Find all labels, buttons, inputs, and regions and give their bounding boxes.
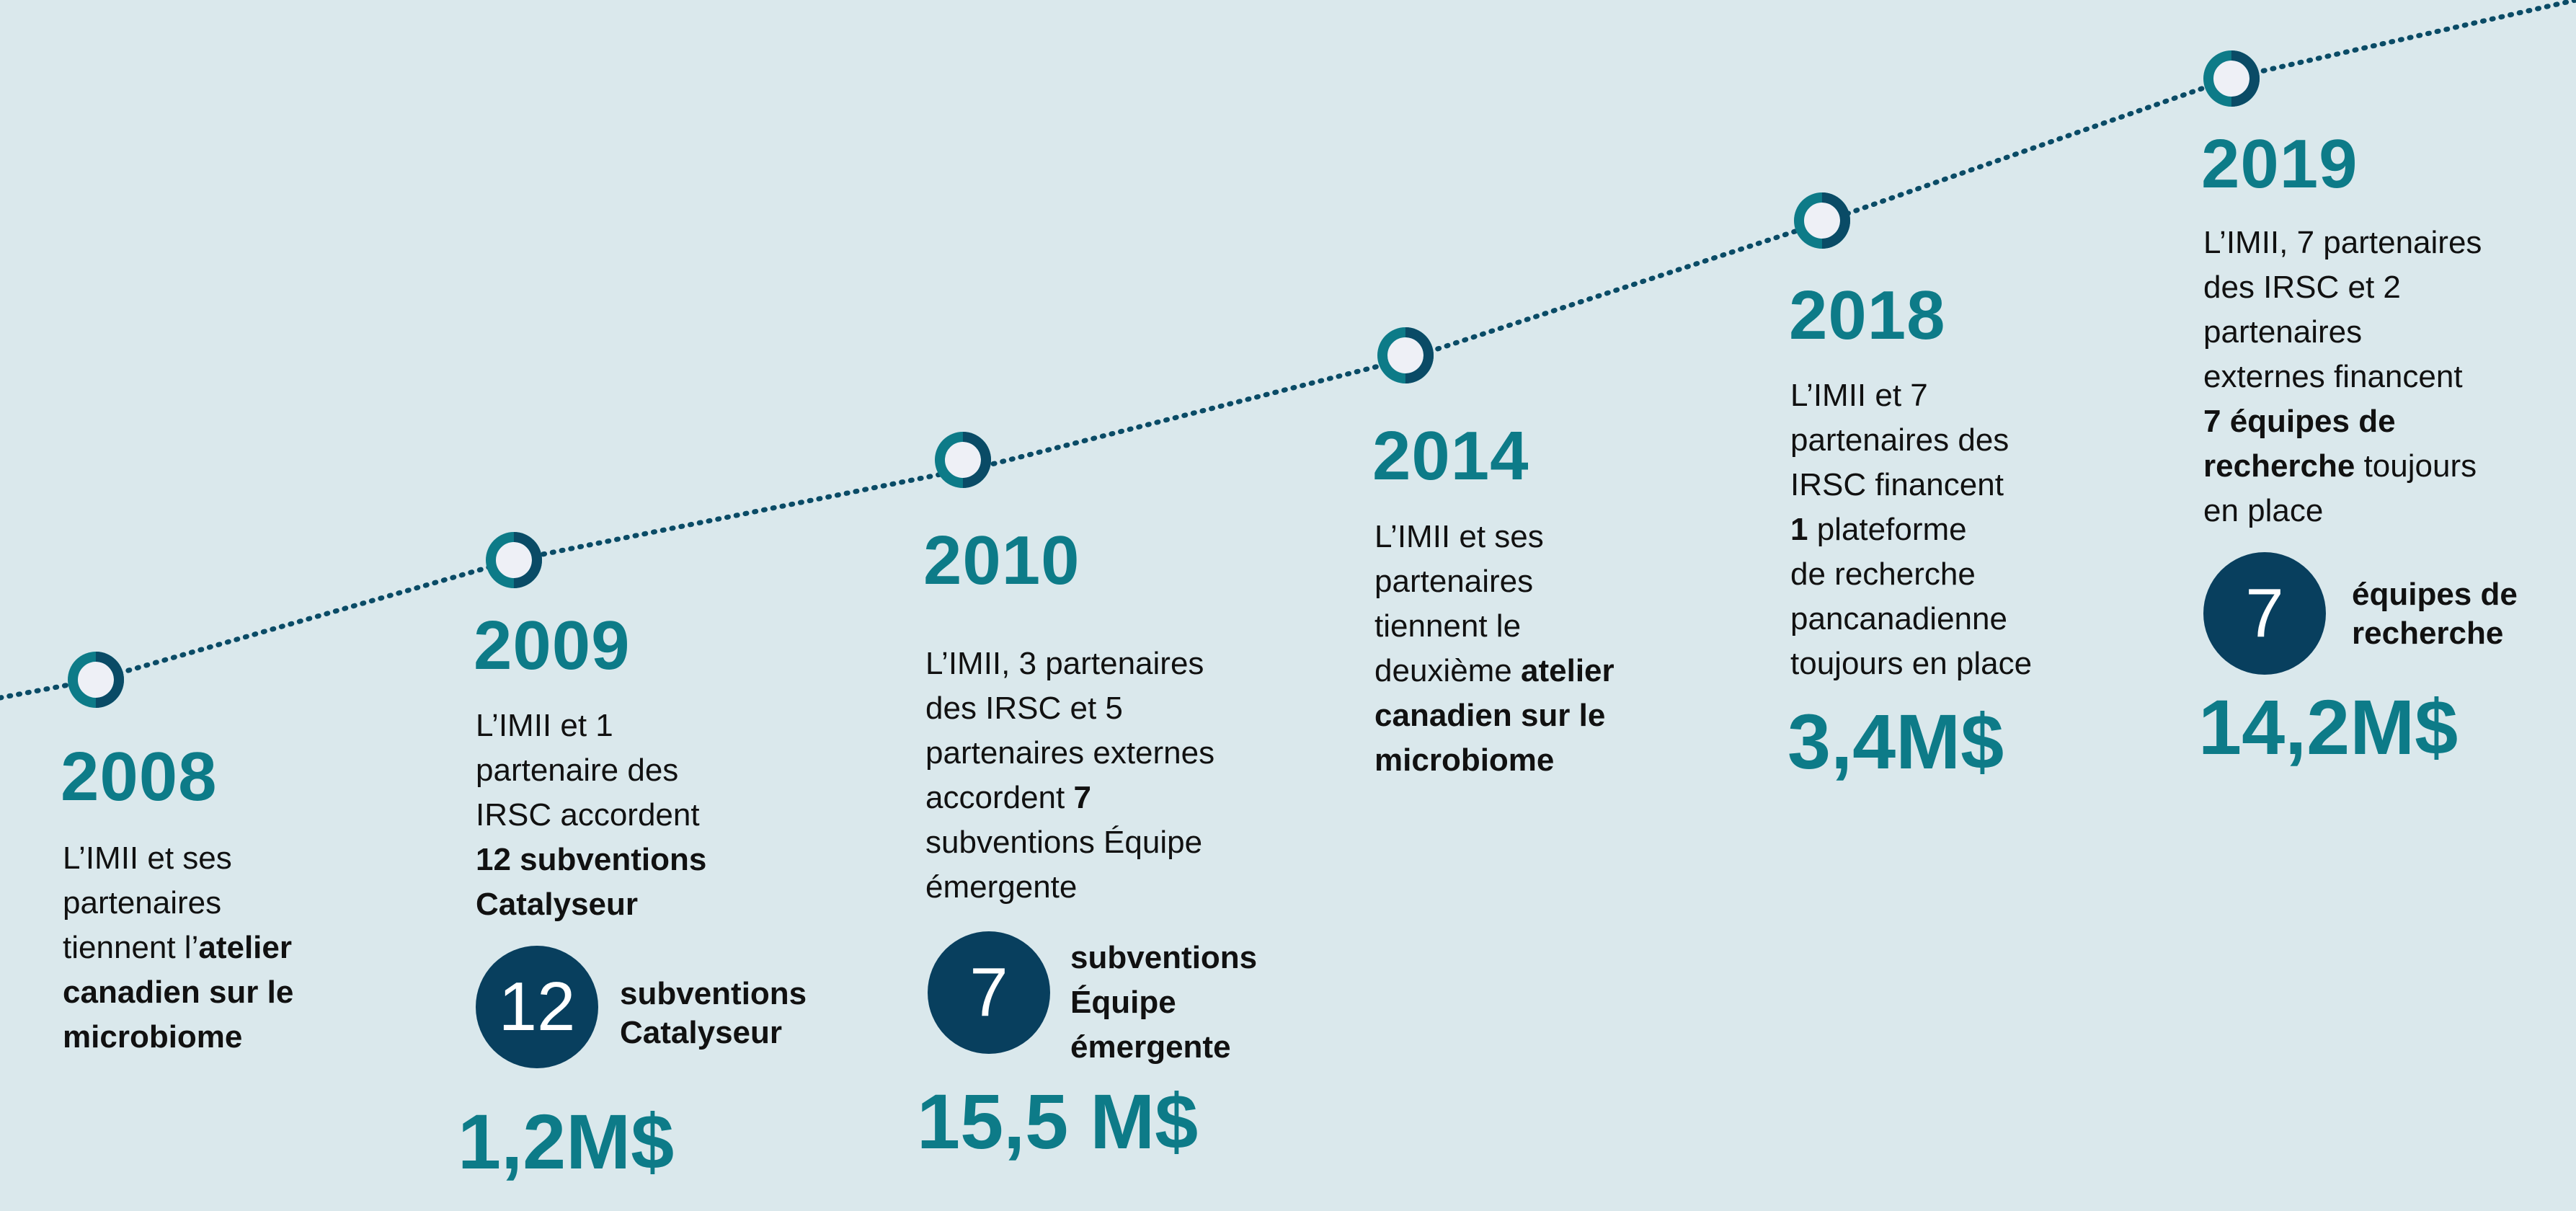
milestone-description-2014: L’IMII et ses partenaires tiennent le deuxi… — [1374, 515, 1615, 783]
description-text-segment: L’IMII et 7 — [1790, 378, 1928, 413]
amount-2018: 3,4M$ — [1787, 698, 2004, 785]
description-text-segment: de recherche — [1790, 556, 1976, 592]
milestone-node-2014 — [1377, 327, 1434, 383]
description-text-segment: IRSC accordent — [476, 797, 700, 833]
milestone-description-2008: L’IMII et ses partenaires tiennent l’ateli… — [63, 836, 293, 1060]
count-badge-2009: 12 — [476, 946, 598, 1068]
description-text-segment: L’IMII, 3 partenaires — [925, 646, 1204, 681]
description-text-segment: recherche — [2203, 448, 2355, 484]
description-text-segment: pancanadienne — [1790, 601, 2007, 636]
description-text-segment: partenaires des — [1790, 422, 2009, 458]
description-text-segment: microbiome — [1374, 742, 1555, 778]
description-text-segment: L’IMII, 7 partenaires — [2203, 225, 2482, 260]
description-text-segment: IRSC financent — [1790, 467, 2004, 502]
dotted-trend-line — [0, 0, 2576, 701]
description-text-segment: deuxième — [1374, 653, 1522, 688]
year-2008: 2008 — [61, 738, 218, 815]
description-text-segment: L’IMII et ses — [1374, 519, 1544, 554]
year-2019: 2019 — [2201, 125, 2358, 203]
milestone-description-2009: L’IMII et 1 partenaire des IRSC accordent 1… — [476, 704, 706, 927]
description-text-segment: toujours en place — [1790, 646, 2033, 681]
description-text-segment: L’IMII et 1 — [476, 708, 613, 743]
amount-2009: 1,2M$ — [458, 1098, 675, 1185]
description-text-segment: atelier — [1521, 653, 1615, 688]
milestone-description-2010: L’IMII, 3 partenaires des IRSC et 5 parten… — [925, 642, 1214, 910]
year-2009: 2009 — [474, 607, 631, 684]
milestone-node-2008 — [68, 652, 124, 708]
description-text-segment: partenaires — [63, 885, 222, 921]
badge-label-2009: subventions Catalyseur — [620, 976, 807, 1050]
description-text-segment: 1 — [1790, 512, 1808, 547]
description-text-segment: 7 — [1073, 780, 1091, 815]
amount-2010: 15,5 M$ — [917, 1078, 1199, 1165]
description-text-segment: toujours — [2355, 448, 2477, 484]
description-text-segment: L’IMII et ses — [63, 840, 232, 876]
description-text-segment: 12 subventions — [476, 842, 707, 877]
count-badge-2010: 7 — [928, 931, 1050, 1054]
milestone-description-2019: L’IMII, 7 partenaires des IRSC et 2 parten… — [2203, 221, 2482, 533]
description-text-segment: tiennent le — [1374, 608, 1522, 644]
description-text-segment: microbiome — [63, 1019, 243, 1055]
description-text-segment: en place — [2203, 493, 2324, 528]
description-text-segment: émergente — [925, 869, 1078, 905]
description-text-segment: accordent — [925, 780, 1074, 815]
description-text-segment: canadien sur le — [63, 975, 294, 1010]
description-text-segment: Catalyseur — [476, 887, 639, 922]
description-text-segment: partenaires — [2203, 314, 2363, 350]
description-text-segment: atelier — [198, 930, 292, 965]
description-text-segment: canadien sur le — [1374, 698, 1606, 733]
description-text-segment: plateforme — [1808, 512, 1967, 547]
year-2018: 2018 — [1789, 277, 1946, 354]
description-text-segment: partenaire des — [476, 753, 679, 788]
milestone-description-2018: L’IMII et 7 partenaires des IRSC financent… — [1790, 373, 2032, 686]
badge-label-2019: équipes de recherche — [2352, 577, 2518, 651]
amount-2019: 14,2M$ — [2198, 683, 2459, 771]
milestone-node-2018 — [1794, 192, 1850, 249]
description-text-segment: tiennent l’ — [63, 930, 199, 965]
milestone-node-2019 — [2203, 50, 2260, 107]
description-text-segment: 7 équipes de — [2203, 404, 2396, 439]
description-text-segment: externes financent — [2203, 359, 2463, 394]
description-text-segment: des IRSC et 5 — [925, 691, 1123, 726]
year-2014: 2014 — [1372, 417, 1529, 494]
description-text-segment: des IRSC et 2 — [2203, 270, 2401, 305]
description-text-segment: partenaires externes — [925, 735, 1215, 771]
milestone-node-2009 — [486, 532, 542, 588]
description-text-segment: partenaires — [1374, 564, 1534, 599]
count-badge-2019: 7 — [2203, 552, 2326, 675]
year-2010: 2010 — [923, 522, 1080, 599]
badge-label-2010: subventions Équipe émergente — [1070, 940, 1258, 1065]
description-text-segment: subventions Équipe — [925, 825, 1203, 860]
milestone-node-2010 — [935, 432, 991, 488]
